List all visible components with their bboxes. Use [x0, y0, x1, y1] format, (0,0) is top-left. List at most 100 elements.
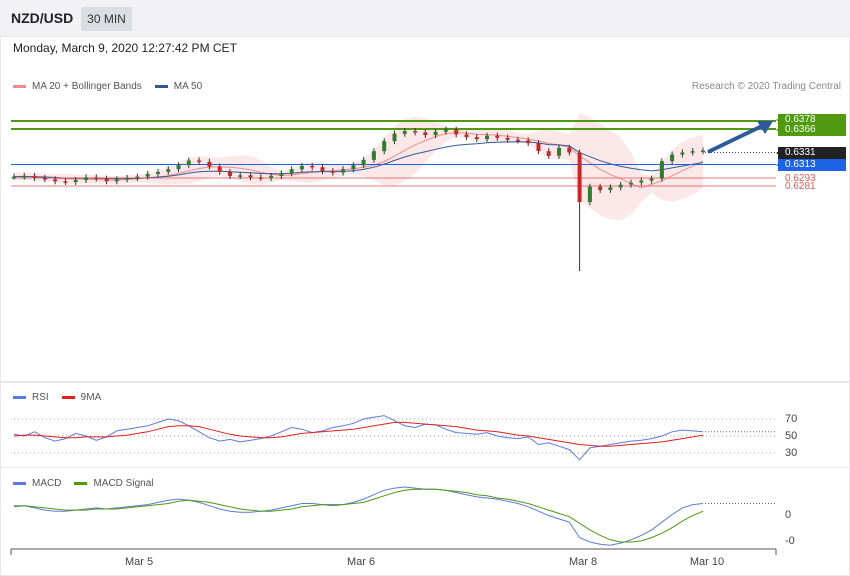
- candle-body: [659, 161, 664, 179]
- chart-header: NZD/USD 30 MIN: [0, 0, 850, 36]
- candle-body: [433, 131, 438, 136]
- candle-body: [382, 141, 387, 152]
- candle-body: [207, 161, 212, 167]
- x-tick-mar10: Mar 10: [689, 556, 725, 568]
- candle-body: [361, 159, 366, 166]
- candle-body: [639, 180, 644, 183]
- candle-body: [156, 171, 160, 174]
- candle-body: [629, 182, 633, 185]
- candle-body: [526, 140, 531, 144]
- candle-body: [618, 184, 623, 188]
- timeframe-button[interactable]: 30 MIN: [81, 7, 132, 31]
- macd-legend: MACD MACD Signal: [13, 478, 153, 489]
- price-plot: [11, 113, 786, 272]
- candle-body: [536, 143, 541, 152]
- ma20-legend-label: MA 20 + Bollinger Bands: [32, 81, 142, 92]
- candle-body: [135, 176, 140, 179]
- candle-body: [63, 181, 68, 183]
- candle-body: [505, 137, 510, 140]
- macd-signal-legend-label: MACD Signal: [93, 478, 154, 489]
- candle-body: [32, 175, 37, 178]
- macd-plot: [13, 486, 776, 546]
- price-label-r2: 0.6378: [778, 114, 846, 126]
- ma50-swatch: [154, 85, 168, 88]
- candle-body: [495, 135, 500, 138]
- candle-body: [546, 151, 551, 156]
- candle-body: [228, 171, 232, 176]
- candle-body: [341, 169, 346, 173]
- candle-body: [114, 179, 119, 182]
- x-tick-mar5: Mar 5: [124, 556, 154, 568]
- rsi-tick-30: 30: [785, 447, 798, 459]
- candle-body: [104, 178, 109, 182]
- series-line-macd: [13, 486, 704, 546]
- price-label-last: 0.6331: [778, 147, 846, 159]
- candle-body: [474, 137, 479, 140]
- copyright-text: Research © 2020 Trading Central: [691, 81, 841, 92]
- rsi-tick-50: 50: [785, 430, 798, 442]
- candle-body: [310, 165, 315, 168]
- candle-body: [258, 177, 263, 179]
- price-legend: MA 20 + Bollinger Bands MA 50: [13, 81, 202, 92]
- candle-body: [557, 147, 561, 156]
- candle-body: [587, 186, 592, 203]
- candle-body: [485, 135, 489, 140]
- candle-body: [413, 131, 418, 133]
- rsi-ma-swatch: [61, 396, 75, 399]
- rsi-legend: RSI 9MA: [13, 392, 101, 403]
- rsi-plot: [13, 415, 776, 461]
- candle-body: [330, 171, 335, 173]
- candle-body: [125, 178, 130, 180]
- candle-body: [166, 169, 171, 172]
- rsi-panel-frame: [0, 382, 850, 468]
- candle-body: [515, 139, 520, 142]
- candle-body: [577, 152, 582, 203]
- candle-body: [567, 147, 572, 153]
- macd-tick-neg: -0: [785, 535, 795, 547]
- forecast-arrow-head: [757, 121, 773, 134]
- x-tick-mar6: Mar 6: [346, 556, 376, 568]
- candle-body: [402, 131, 407, 134]
- rsi-legend-label: RSI: [32, 392, 49, 403]
- candle-body: [670, 154, 675, 162]
- macd-signal-swatch: [74, 482, 88, 485]
- candle-body: [299, 165, 304, 170]
- candle-body: [423, 132, 428, 136]
- candle-body: [53, 179, 58, 182]
- macd-swatch: [13, 482, 26, 485]
- candle-body: [680, 152, 685, 155]
- candle-body: [12, 176, 16, 179]
- candle-body: [608, 187, 613, 190]
- rsi-tick-70: 70: [785, 413, 798, 425]
- rsi-swatch: [13, 396, 26, 399]
- x-tick-mar8: Mar 8: [568, 556, 598, 568]
- candle-body: [464, 134, 469, 138]
- candle-body: [248, 175, 253, 178]
- candle-body: [238, 175, 243, 177]
- series-line-9ma: [13, 421, 704, 447]
- ma50-legend-label: MA 50: [173, 81, 203, 92]
- candle-body: [690, 151, 695, 153]
- candle-body: [598, 186, 603, 191]
- candle-body: [649, 178, 654, 181]
- candle-body: [22, 175, 27, 178]
- time-axis: [10, 548, 777, 555]
- macd-legend-label: MACD: [32, 478, 62, 489]
- price-panel-frame: [0, 36, 850, 382]
- price-label-pivot: 0.6313: [778, 159, 846, 171]
- candle-body: [73, 180, 78, 182]
- rsi-ma-legend-label: 9MA: [80, 392, 102, 403]
- symbol-label: NZD/USD: [11, 10, 74, 26]
- candle-body: [186, 160, 191, 166]
- candle-body: [351, 165, 356, 170]
- candle-body: [42, 178, 47, 180]
- candle-body: [217, 166, 222, 172]
- candle-body: [392, 133, 397, 142]
- macd-tick-zero: 0: [785, 509, 792, 521]
- series-line-rsi: [13, 415, 704, 461]
- price-label-r1: 0.6366: [778, 124, 846, 136]
- candle-body: [289, 169, 294, 174]
- candle-body: [176, 165, 181, 170]
- forecast-arrow-line: [707, 124, 763, 154]
